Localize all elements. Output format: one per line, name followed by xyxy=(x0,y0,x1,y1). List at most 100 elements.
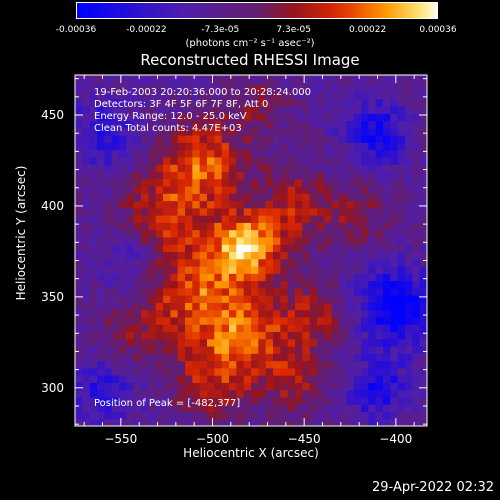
heatmap-cell xyxy=(214,193,223,202)
heatmap-cell xyxy=(214,120,223,129)
heatmap-cell xyxy=(317,84,325,92)
heatmap-cell xyxy=(375,127,384,136)
heatmap-cell xyxy=(119,222,127,231)
heatmap-cell xyxy=(273,236,281,245)
heatmap-cell xyxy=(375,229,384,238)
heatmap-cell xyxy=(185,229,193,238)
heatmap-cell xyxy=(243,120,252,129)
heatmap-cell xyxy=(199,345,208,354)
heatmap-cell xyxy=(75,316,83,325)
heatmap-cell xyxy=(104,200,113,209)
heatmap-cell xyxy=(133,404,142,413)
heatmap-cell xyxy=(375,280,384,289)
heatmap-cell xyxy=(133,338,142,347)
heatmap-cell xyxy=(89,76,98,85)
heatmap-cell xyxy=(236,171,245,180)
heatmap-cell xyxy=(287,324,296,333)
heatmap-cell xyxy=(155,258,164,267)
heatmap-cell xyxy=(346,207,355,216)
heatmap-cell xyxy=(243,244,252,252)
heatmap-cell xyxy=(412,135,421,143)
heatmap-cell xyxy=(317,265,325,274)
heatmap-cell xyxy=(324,396,333,405)
heatmap-cell xyxy=(324,215,333,223)
heatmap-cell xyxy=(295,324,303,333)
heatmap-cell xyxy=(390,302,399,311)
heatmap-cell xyxy=(251,156,259,165)
heatmap-cell xyxy=(104,404,113,413)
heatmap-cell xyxy=(287,309,296,318)
heatmap-cell xyxy=(89,215,98,223)
heatmap-cell xyxy=(309,127,318,136)
heatmap-cell xyxy=(214,200,223,209)
heatmap-cell xyxy=(207,251,215,260)
heatmap-cell xyxy=(104,75,113,78)
heatmap-cell xyxy=(353,367,362,376)
heatmap-cell xyxy=(317,287,325,296)
heatmap-cell xyxy=(287,367,296,376)
heatmap-cell xyxy=(273,76,281,85)
heatmap-cell xyxy=(199,91,208,100)
heatmap-cell xyxy=(170,215,179,223)
heatmap-cell xyxy=(419,207,427,216)
heatmap-cell xyxy=(346,251,355,260)
heatmap-cell xyxy=(339,404,347,413)
heatmap-cell xyxy=(243,135,252,143)
heatmap-cell xyxy=(368,156,377,165)
heatmap-cell xyxy=(419,135,427,143)
heatmap-cell xyxy=(273,309,281,318)
heatmap-cell xyxy=(346,120,355,129)
heatmap-cell xyxy=(353,76,362,85)
heatmap-cell xyxy=(265,258,274,267)
heatmap-cell xyxy=(75,273,83,282)
heatmap-cell xyxy=(141,215,149,223)
heatmap-cell xyxy=(199,411,208,420)
heatmap-cell xyxy=(265,411,274,420)
heatmap-cell xyxy=(177,135,186,143)
heatmap-cell xyxy=(317,229,325,238)
heatmap-cell xyxy=(324,295,333,303)
heatmap-cell xyxy=(111,105,120,114)
heatmap-cell xyxy=(185,193,193,202)
heatmap-cell xyxy=(97,171,105,180)
heatmap-cell xyxy=(104,244,113,252)
x-tick-label: −450 xyxy=(287,432,321,446)
heatmap-cell xyxy=(412,127,421,136)
heatmap-cell xyxy=(251,367,259,376)
heatmap-cell xyxy=(243,367,252,376)
heatmap-cell xyxy=(295,375,303,383)
heatmap-cell xyxy=(82,367,91,376)
heatmap-cell xyxy=(104,287,113,296)
heatmap-cell xyxy=(155,404,164,413)
heatmap-cell xyxy=(177,222,186,231)
heatmap-cell xyxy=(82,251,91,260)
heatmap-cell xyxy=(397,200,406,209)
heatmap-cell xyxy=(243,280,252,289)
heatmap-cell xyxy=(155,411,164,420)
heatmap-cell xyxy=(155,302,164,311)
heatmap-cell xyxy=(317,258,325,267)
heatmap-cell xyxy=(412,229,421,238)
heatmap-cell xyxy=(339,91,347,100)
heatmap-cell xyxy=(317,367,325,376)
heatmap-cell xyxy=(258,389,267,398)
heatmap-cell xyxy=(133,127,142,136)
heatmap-cell xyxy=(383,316,391,325)
heatmap-cell xyxy=(97,280,105,289)
heatmap-cell xyxy=(192,200,201,209)
heatmap-cell xyxy=(221,229,230,238)
heatmap-cell xyxy=(199,360,208,369)
heatmap-cell xyxy=(75,302,83,311)
heatmap-cell xyxy=(141,185,149,194)
heatmap-cell xyxy=(383,215,391,223)
heatmap-cell xyxy=(353,418,362,426)
heatmap-cell xyxy=(82,98,91,107)
heatmap-cell xyxy=(221,178,230,187)
heatmap-cell xyxy=(361,375,369,383)
heatmap-cell xyxy=(229,75,237,78)
heatmap-cell xyxy=(317,91,325,100)
heatmap-cell xyxy=(273,91,281,100)
heatmap-cell xyxy=(375,244,384,252)
heatmap-cell xyxy=(104,149,113,158)
heatmap-cell xyxy=(280,251,289,260)
